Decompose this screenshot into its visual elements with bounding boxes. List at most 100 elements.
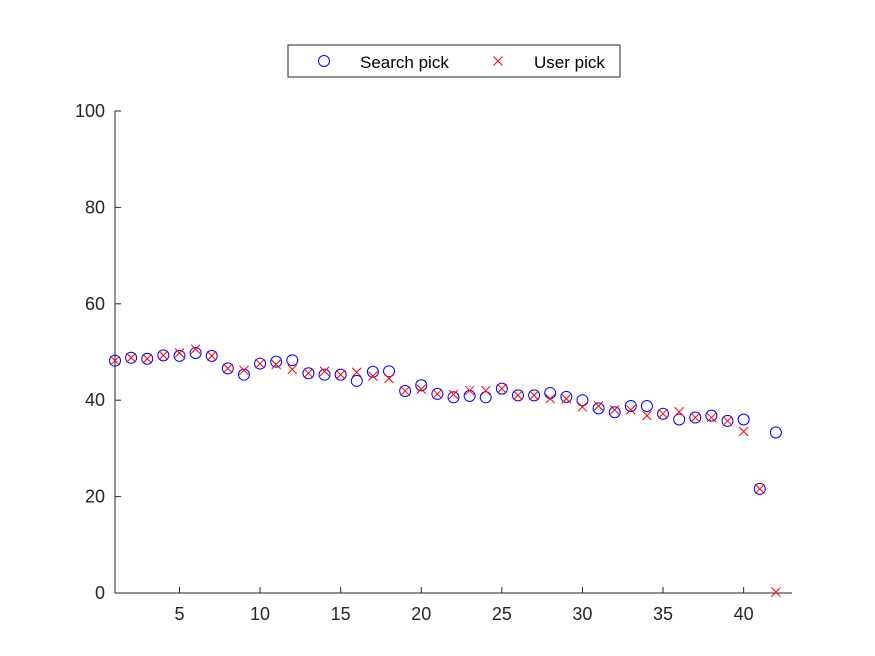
x-tick-label: 25	[492, 604, 512, 624]
point-user-pick	[577, 402, 588, 412]
point-search-pick	[447, 391, 460, 404]
y-tick-label: 40	[85, 390, 105, 410]
point-search-pick	[157, 349, 170, 362]
point-user-pick	[319, 366, 330, 377]
point-user-pick	[174, 348, 185, 358]
point-search-pick	[125, 351, 138, 364]
point-user-pick	[738, 426, 749, 437]
point-user-pick	[545, 393, 556, 404]
point-user-pick	[142, 353, 153, 364]
point-user-pick	[464, 385, 475, 396]
point-search-pick	[479, 391, 492, 404]
point-search-pick	[302, 367, 315, 380]
x-tick-label: 30	[572, 604, 592, 624]
point-user-pick	[400, 386, 410, 396]
point-user-pick	[287, 364, 298, 375]
point-search-pick	[237, 368, 250, 381]
point-search-pick	[221, 362, 234, 375]
series-user-pick	[110, 344, 781, 597]
point-user-pick	[416, 384, 427, 394]
point-search-pick	[189, 346, 202, 359]
point-search-pick	[511, 389, 524, 402]
point-user-pick	[255, 358, 265, 369]
point-search-pick	[560, 390, 573, 403]
point-user-pick	[754, 484, 765, 494]
point-user-pick	[609, 404, 620, 415]
legend-marker-search-pick	[318, 55, 330, 67]
point-search-pick	[624, 399, 637, 412]
point-user-pick	[722, 416, 733, 426]
x-tick-label: 35	[653, 604, 673, 624]
axes: 0 20 40 60 80 100 5 10 15 20 25 30 35 40	[75, 101, 792, 624]
plot-markers	[109, 344, 782, 597]
point-search-pick	[205, 349, 218, 362]
x-tick-label: 5	[174, 604, 184, 624]
point-user-pick	[239, 365, 249, 376]
point-search-pick	[705, 409, 718, 422]
legend-marker-user-pick	[493, 56, 503, 66]
point-search-pick	[270, 355, 283, 368]
legend: Search pick User pick	[287, 44, 621, 78]
point-search-pick	[141, 352, 154, 365]
point-user-pick	[158, 350, 169, 361]
point-user-pick	[126, 352, 136, 363]
point-search-pick	[528, 389, 541, 402]
point-search-pick	[769, 426, 782, 439]
point-search-pick	[399, 385, 412, 398]
point-search-pick	[463, 389, 476, 402]
point-search-pick	[415, 379, 428, 392]
x-tick-label: 10	[250, 604, 270, 624]
point-user-pick	[303, 368, 314, 379]
point-user-pick	[561, 393, 572, 404]
point-user-pick	[368, 371, 378, 381]
point-search-pick	[608, 406, 621, 419]
point-search-pick	[737, 413, 750, 426]
point-user-pick	[642, 410, 652, 421]
point-user-pick	[529, 390, 539, 401]
point-user-pick	[384, 373, 394, 384]
point-user-pick	[706, 412, 717, 423]
point-search-pick	[366, 365, 379, 378]
point-user-pick	[448, 389, 459, 400]
point-search-pick	[753, 482, 766, 495]
point-search-pick	[334, 368, 347, 381]
point-user-pick	[690, 412, 701, 423]
point-user-pick	[658, 408, 668, 419]
point-user-pick	[480, 385, 491, 396]
point-user-pick	[593, 401, 604, 411]
y-tick-label: 80	[85, 197, 105, 217]
y-tick-label: 60	[85, 294, 105, 314]
point-search-pick	[544, 386, 557, 399]
point-search-pick	[495, 382, 508, 395]
point-search-pick	[657, 407, 670, 420]
x-tick-label: 15	[331, 604, 351, 624]
point-user-pick	[513, 390, 523, 401]
point-user-pick	[335, 369, 346, 380]
point-user-pick	[271, 359, 282, 370]
legend-box	[287, 44, 621, 78]
point-user-pick	[222, 363, 233, 374]
point-search-pick	[286, 354, 299, 367]
point-user-pick	[432, 389, 443, 399]
point-search-pick	[592, 402, 605, 415]
point-user-pick	[206, 351, 217, 361]
point-search-pick	[173, 349, 186, 362]
point-search-pick	[689, 411, 702, 424]
y-tick-label: 0	[95, 583, 105, 603]
point-search-pick	[721, 414, 734, 427]
y-tick-label: 20	[85, 487, 105, 507]
legend-label-search-pick: Search pick	[360, 53, 449, 72]
legend-label-user-pick: User pick	[534, 53, 605, 72]
point-search-pick	[350, 374, 363, 387]
point-search-pick	[640, 399, 653, 412]
x-tick-label: 40	[734, 604, 754, 624]
point-search-pick	[254, 357, 267, 370]
point-search-pick	[318, 368, 331, 381]
x-tick-label: 20	[411, 604, 431, 624]
point-user-pick	[674, 406, 685, 417]
point-user-pick	[351, 367, 362, 378]
point-user-pick	[771, 587, 781, 597]
point-user-pick	[110, 355, 120, 366]
point-user-pick	[625, 404, 636, 415]
